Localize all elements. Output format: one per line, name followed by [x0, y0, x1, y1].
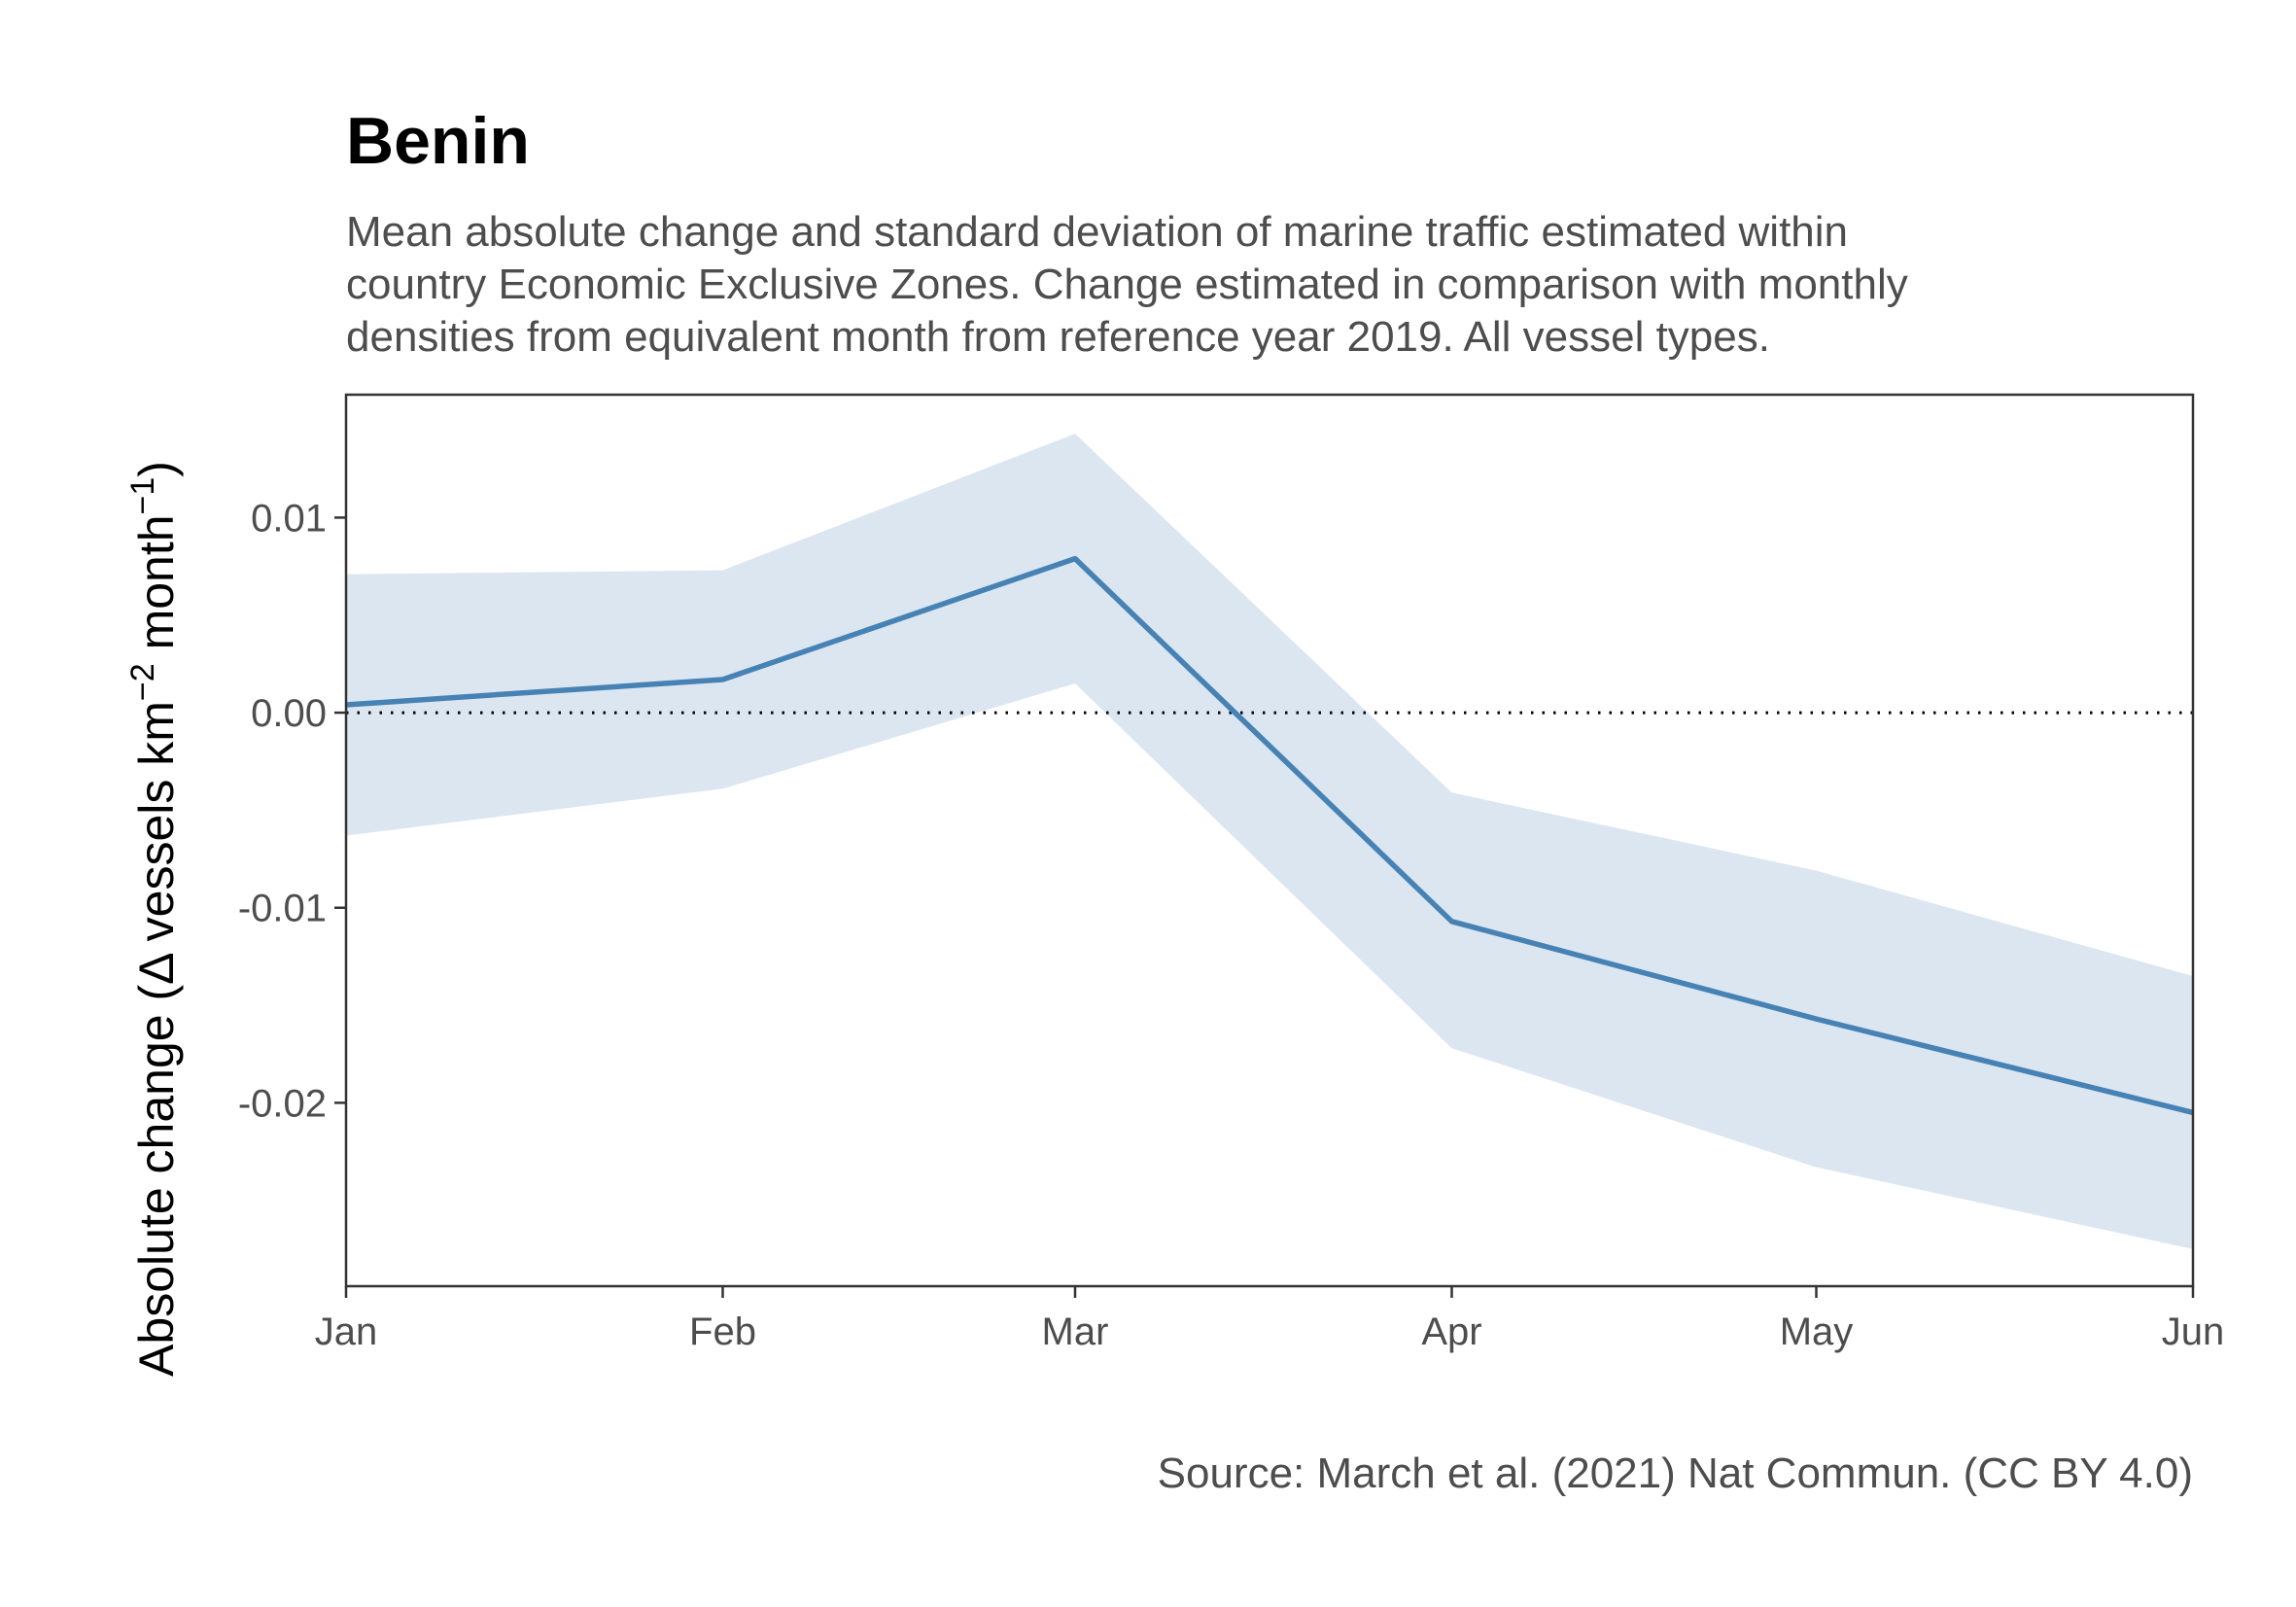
mean-change-line-0: [345, 555, 2194, 1116]
x-tick-label: Mar: [1042, 1310, 1109, 1353]
plot-area: -0.02 -0.01 0.00 0.01 Jan Feb Mar Apr May Jun: [238, 393, 2225, 1353]
y-tick-label: -0.01: [238, 888, 327, 930]
y-axis-title-suffix: ): [129, 461, 184, 477]
x-tick-label: Jan: [315, 1310, 378, 1353]
x-tick-label: May: [1780, 1310, 1854, 1353]
chart-title: Benin: [346, 104, 530, 178]
chart-caption: Source: March et al. (2021) Nat Commun. …: [1158, 1450, 2193, 1497]
y-axis-title-delta: Δ: [129, 954, 184, 985]
y-axis-title-prefix: Absolute change (: [129, 985, 184, 1377]
x-tick-label: Apr: [1421, 1310, 1481, 1353]
y-axis-title: Absolute change (Δ vessels km−2 month−1): [124, 461, 184, 1377]
chart-subtitle-line-2: country Economic Exclusive Zones. Change…: [346, 261, 1908, 308]
plot-panel-border: [344, 393, 2195, 1288]
y-tick-label: 0.00: [251, 692, 327, 735]
chart-subtitle-line-3: densities from equivalent month from ref…: [346, 313, 1770, 361]
y-axis-title-unit: vessels km: [129, 701, 184, 955]
y-tick-label: 0.01: [251, 497, 327, 540]
sd-band-0: [346, 434, 2193, 1249]
y-axis-title-exponent-1: −2: [124, 663, 161, 701]
y-axis-title-exponent-2: −1: [124, 477, 161, 515]
x-tick-label: Feb: [689, 1310, 756, 1353]
y-tick-label: -0.02: [238, 1082, 327, 1125]
chart-subtitle-line-1: Mean absolute change and standard deviat…: [346, 208, 1848, 256]
y-axis-title-unit-2: month: [129, 514, 184, 663]
x-tick-label: Jun: [2162, 1310, 2225, 1353]
